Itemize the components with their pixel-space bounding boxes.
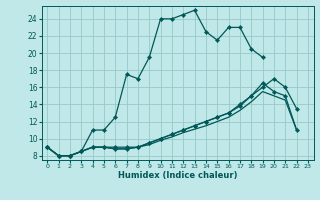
X-axis label: Humidex (Indice chaleur): Humidex (Indice chaleur)	[118, 171, 237, 180]
